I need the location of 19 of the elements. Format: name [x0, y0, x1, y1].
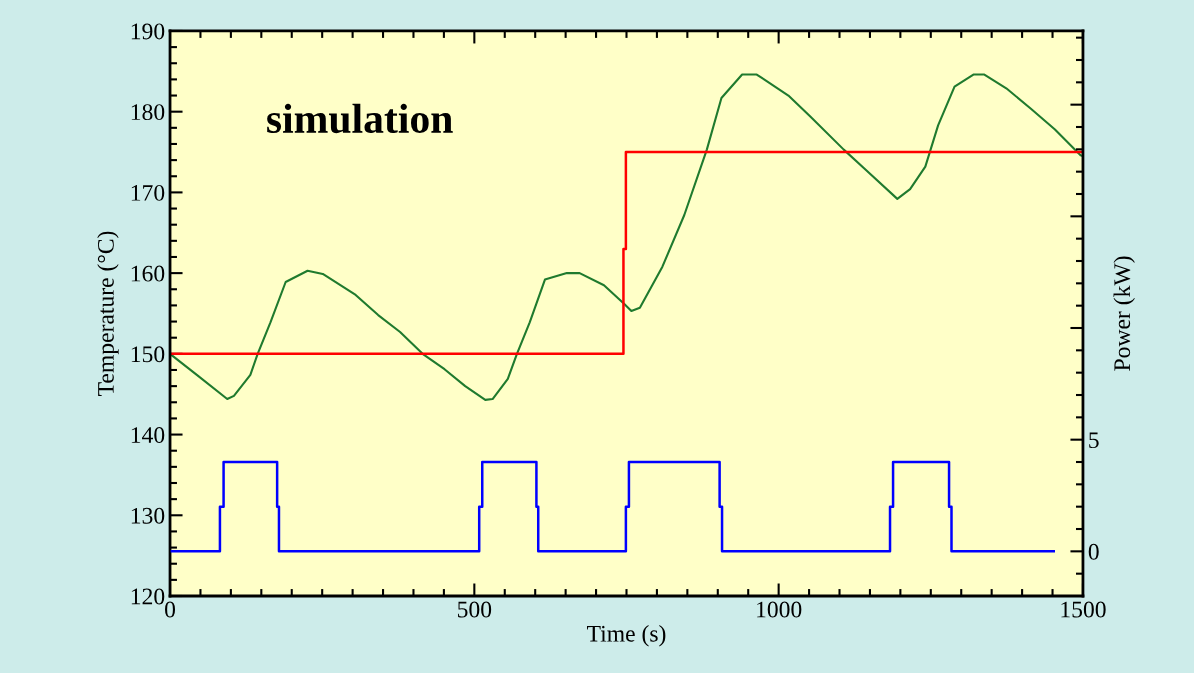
y-tick-label: 180	[131, 104, 165, 121]
x-axis-title: Time (s)	[587, 625, 666, 647]
y-tick-label: 170	[131, 184, 165, 201]
y2-tick-label: 0	[1088, 543, 1099, 560]
y-axis-title: Temperature (°C)	[97, 231, 119, 396]
line-series	[170, 73, 1083, 401]
y2-tick-label: 5	[1089, 432, 1099, 449]
x-tick-label: 1000	[757, 601, 802, 618]
y-tick-label: 190	[131, 23, 165, 40]
y-tick-label: 160	[131, 265, 165, 282]
x-tick-label: 1500	[1061, 601, 1106, 618]
x-tick-label: 0	[165, 601, 176, 618]
y2-axis-title: Power (kW)	[1113, 256, 1135, 371]
x-tick-label: 500	[458, 601, 492, 618]
y-tick-label: 140	[131, 427, 165, 443]
annotation: simulation	[267, 103, 453, 134]
y-tick-label: 130	[131, 507, 165, 524]
y-tick-label: 150	[131, 346, 165, 363]
y-tick-label: 120	[131, 588, 165, 605]
